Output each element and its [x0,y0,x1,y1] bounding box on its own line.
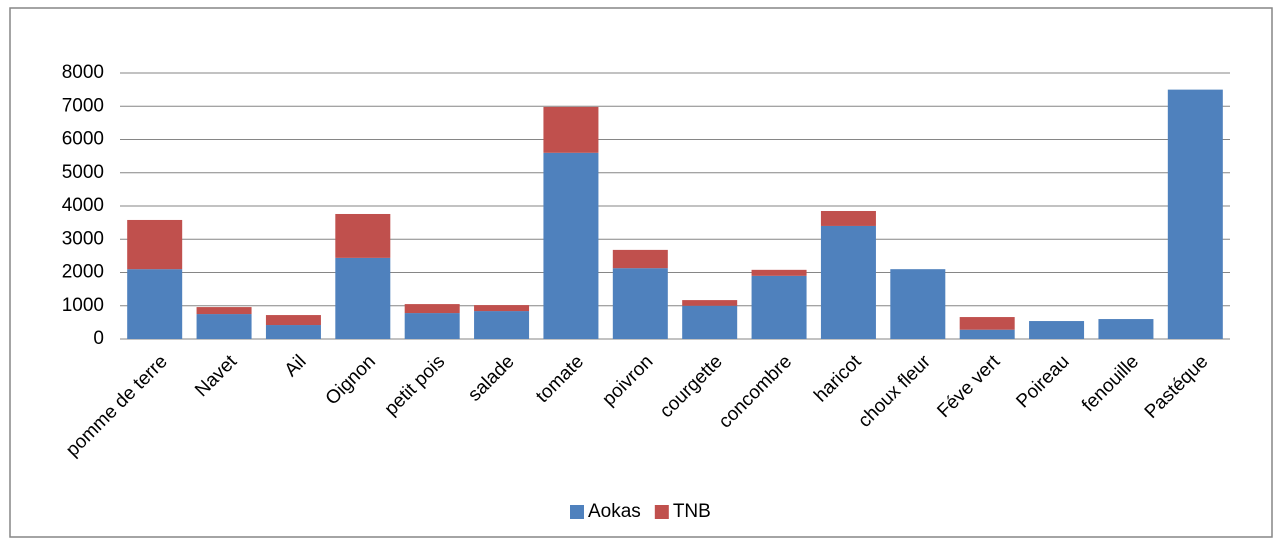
bar-segment [543,106,599,153]
bar-segment [751,275,807,339]
bar-segment [265,325,321,339]
legend-label: TNB [673,501,711,522]
legend-swatch [654,505,669,519]
bar-segment [543,152,599,339]
y-tick-label: 6000 [62,129,104,150]
y-tick-label: 2000 [62,262,104,283]
bar-segment [682,305,738,339]
bar-segment [335,213,391,258]
bar-segment [751,269,807,276]
bar-segment [890,269,946,339]
bar-segment [474,311,530,339]
bar-segment [196,314,252,339]
legend-swatch [570,505,584,519]
bar-segment [474,305,530,312]
bar-segment [820,210,876,226]
y-tick-label: 1000 [62,295,104,316]
y-tick-label: 8000 [62,62,104,83]
y-tick-label: 7000 [62,95,104,116]
y-tick-label: 4000 [62,195,104,216]
bar-segment [1167,89,1223,339]
y-tick-label: 0 [93,328,104,349]
bar-segment [820,225,876,339]
bar-segment [404,304,460,314]
bar-segment [196,307,252,315]
bar-segment [612,249,668,269]
bar-segment [404,313,460,339]
bar-segment [335,257,391,339]
bar-segment [1029,321,1085,339]
bar-segment [1098,319,1154,339]
bar-segment [959,317,1015,330]
y-tick-label: 5000 [62,162,104,183]
bar-segment [265,315,321,326]
bar-segment [682,300,738,306]
bar-segment [612,268,668,339]
bar-segment [127,219,183,270]
bar-segment [127,269,183,339]
bar-segment [959,329,1015,339]
y-tick-label: 3000 [62,228,104,249]
legend-label: Aokas [588,501,641,522]
